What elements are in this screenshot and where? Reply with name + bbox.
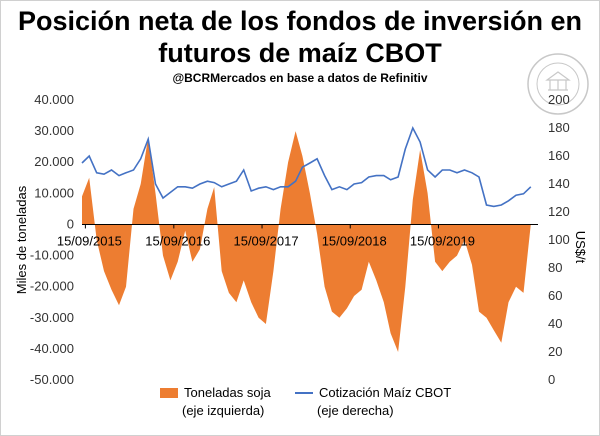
y-tick-label: -10.000: [30, 248, 74, 263]
y-tick-label: 40.000: [34, 92, 74, 107]
maiz-line-layer: [81, 126, 532, 208]
legend-label-maiz: Cotización Maíz CBOT: [319, 385, 452, 400]
y2-tick-label: 200: [548, 92, 570, 107]
maiz-line: [81, 126, 532, 208]
x-tick-label: 15/09/2018: [322, 233, 387, 248]
legend-label-soja: Toneladas soja: [184, 385, 271, 400]
y-tick-label: 30.000: [34, 123, 74, 138]
y2-axis-title: US$/t: [573, 231, 588, 264]
y-axis-title: Miles de toneladas: [14, 185, 29, 294]
y-tick-label: 20.000: [34, 154, 74, 169]
y-tick-label: -20.000: [30, 279, 74, 294]
y-tick-label: -30.000: [30, 310, 74, 325]
y2-tick-label: 160: [548, 148, 570, 163]
y2-tick-label: 0: [548, 372, 555, 387]
x-tick-label: 15/09/2016: [145, 233, 210, 248]
bcr-seal-logo: [527, 53, 589, 115]
x-tick-label: 15/09/2019: [410, 233, 475, 248]
y-tick-label: 0: [67, 216, 74, 231]
y2-tick-label: 140: [548, 176, 570, 191]
chart-title-line2: futuros de maíz CBOT: [158, 38, 442, 68]
legend-item-soja: Toneladas soja (eje izquierda): [160, 384, 271, 420]
legend-item-maiz: Cotización Maíz CBOT (eje derecha): [295, 384, 451, 420]
soja-area-layer: [82, 131, 531, 352]
x-tick-label: 15/09/2015: [57, 233, 122, 248]
y2-tick-label: 40: [548, 316, 562, 331]
y-tick-label: -40.000: [30, 341, 74, 356]
legend-swatch-line: [295, 392, 313, 394]
y2-tick-label: 100: [548, 232, 570, 247]
y2-tick-label: 20: [548, 344, 562, 359]
soja-area: [82, 131, 531, 352]
y2-tick-label: 80: [548, 260, 562, 275]
y2-tick-label: 60: [548, 288, 562, 303]
y-tick-label: 10.000: [34, 185, 74, 200]
y2-tick-label: 120: [548, 204, 570, 219]
axes-layer: -50.000 -40.000 -30.000 -20.000 -10.000 0 10.0…: [14, 92, 588, 387]
chart-subtitle: @BCRMercados en base a datos de Refiniti…: [172, 71, 428, 85]
x-tick-label: 15/09/2017: [233, 233, 298, 248]
y2-tick-label: 180: [548, 120, 570, 135]
y-tick-label: -50.000: [30, 372, 74, 387]
legend-sublabel-soja: (eje izquierda): [182, 403, 265, 418]
legend-sublabel-maiz: (eje derecha): [317, 403, 394, 418]
chart-title-line1: Posición neta de los fondos de inversión…: [17, 6, 583, 36]
legend-swatch-area: [160, 388, 178, 398]
